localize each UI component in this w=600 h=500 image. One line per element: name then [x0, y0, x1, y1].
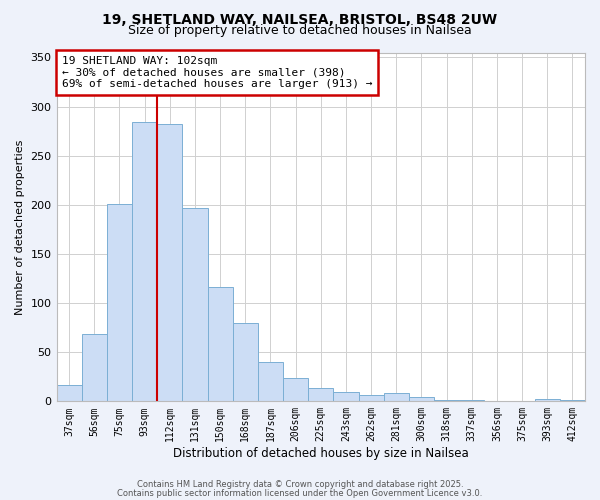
- Text: Size of property relative to detached houses in Nailsea: Size of property relative to detached ho…: [128, 24, 472, 37]
- X-axis label: Distribution of detached houses by size in Nailsea: Distribution of detached houses by size …: [173, 447, 469, 460]
- Bar: [383, 394, 409, 402]
- Bar: [434, 400, 459, 402]
- Bar: [132, 122, 157, 402]
- Bar: [308, 388, 334, 402]
- Bar: [560, 400, 585, 402]
- Bar: [107, 204, 132, 402]
- Bar: [233, 322, 258, 402]
- Bar: [409, 398, 434, 402]
- Text: 19 SHETLAND WAY: 102sqm
← 30% of detached houses are smaller (398)
69% of semi-d: 19 SHETLAND WAY: 102sqm ← 30% of detache…: [62, 56, 373, 89]
- Bar: [56, 384, 82, 402]
- Text: Contains public sector information licensed under the Open Government Licence v3: Contains public sector information licen…: [118, 488, 482, 498]
- Bar: [82, 334, 107, 402]
- Bar: [535, 400, 560, 402]
- Bar: [359, 396, 383, 402]
- Bar: [157, 124, 182, 402]
- Y-axis label: Number of detached properties: Number of detached properties: [15, 139, 25, 314]
- Text: 19, SHETLAND WAY, NAILSEA, BRISTOL, BS48 2UW: 19, SHETLAND WAY, NAILSEA, BRISTOL, BS48…: [103, 12, 497, 26]
- Bar: [258, 362, 283, 402]
- Bar: [182, 208, 208, 402]
- Bar: [459, 400, 484, 402]
- Bar: [283, 378, 308, 402]
- Bar: [334, 392, 359, 402]
- Text: Contains HM Land Registry data © Crown copyright and database right 2025.: Contains HM Land Registry data © Crown c…: [137, 480, 463, 489]
- Bar: [208, 288, 233, 402]
